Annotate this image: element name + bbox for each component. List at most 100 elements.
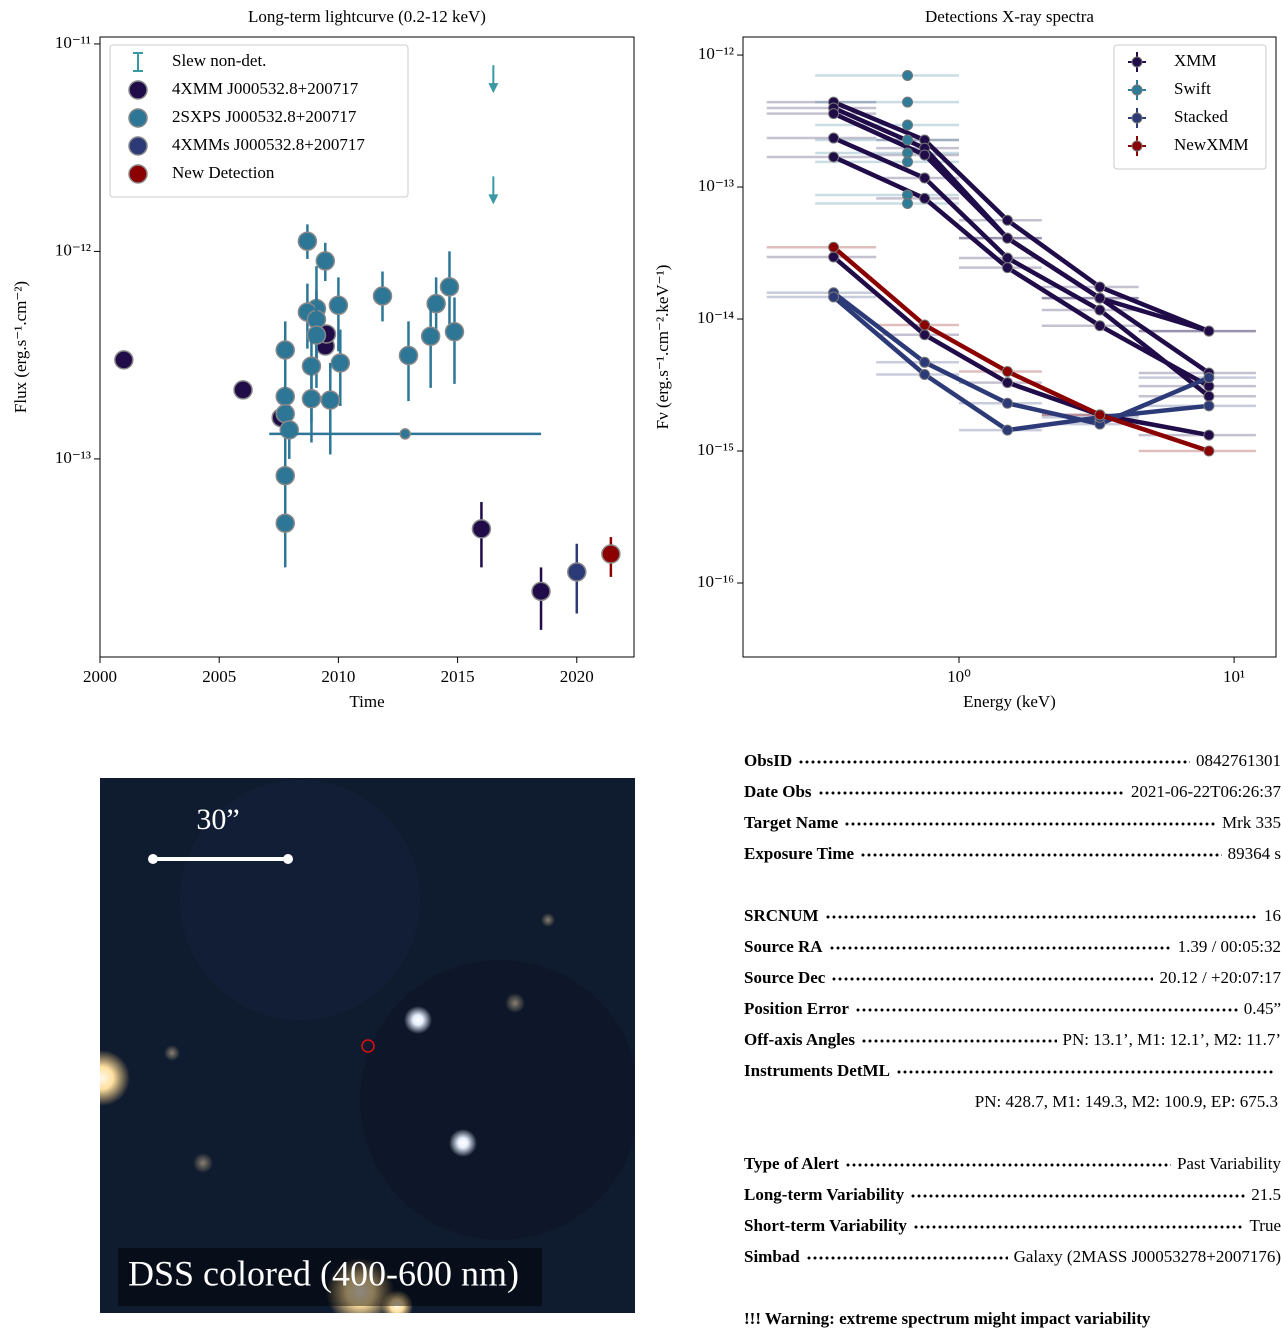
leader-dots xyxy=(913,1225,1244,1229)
data-point xyxy=(400,429,410,439)
data-point xyxy=(1095,282,1105,292)
y-tick-label: 10⁻¹⁶ xyxy=(697,572,734,591)
sky-texture xyxy=(360,960,640,1240)
warning-text: !!! Warning: extreme spectrum might impa… xyxy=(744,1309,1150,1328)
data-point xyxy=(445,323,463,341)
y-tick-label: 10⁻¹² xyxy=(55,240,91,259)
info-key: Simbad xyxy=(744,1247,800,1267)
legend-label: 4XMM J000532.8+200717 xyxy=(172,79,359,98)
info-value: 1.39 / 00:05:32 xyxy=(1178,937,1281,957)
upper-limit-head xyxy=(488,194,498,204)
info-value: 21.5 xyxy=(1251,1185,1281,1205)
data-point xyxy=(1095,321,1105,331)
data-point xyxy=(1095,293,1105,303)
data-point xyxy=(1204,446,1214,456)
y-tick-label: 10⁻¹⁴ xyxy=(697,308,734,327)
legend-marker xyxy=(1132,141,1142,151)
data-point xyxy=(829,252,839,262)
x-axis-label: Energy (keV) xyxy=(963,692,1056,711)
info-value: True xyxy=(1250,1216,1281,1236)
data-point xyxy=(331,354,349,372)
info-key: Long-term Variability xyxy=(744,1185,904,1205)
data-point xyxy=(532,582,550,600)
data-point xyxy=(1002,425,1012,435)
data-point xyxy=(1204,401,1214,411)
info-value: 0.45” xyxy=(1244,999,1281,1019)
info-value: 16 xyxy=(1264,906,1281,926)
scale-bar-end xyxy=(148,854,158,864)
data-point xyxy=(440,278,458,296)
legend-marker xyxy=(129,165,147,183)
x-tick-label: 2005 xyxy=(202,667,236,686)
legend-label: NewXMM xyxy=(1174,135,1249,154)
leader-dots xyxy=(910,1194,1245,1198)
info-row: Long-term Variability 21.5 xyxy=(744,1179,1281,1210)
info-key: Off-axis Angles xyxy=(744,1030,855,1050)
data-point xyxy=(234,381,252,399)
data-point xyxy=(316,252,334,270)
data-point xyxy=(920,193,930,203)
y-tick-label: 10⁻¹³ xyxy=(698,176,734,195)
data-point xyxy=(829,133,839,143)
legend-marker xyxy=(1132,57,1142,67)
info-value-line: PN: 428.7, M1: 149.3, M2: 100.9, EP: 675… xyxy=(744,1086,1281,1117)
data-point xyxy=(1002,263,1012,273)
data-point xyxy=(1002,215,1012,225)
data-point xyxy=(1002,367,1012,377)
info-row: ObsID 0842761301 xyxy=(744,745,1281,776)
data-point xyxy=(903,199,913,209)
legend-marker xyxy=(129,81,147,99)
spacer xyxy=(744,1117,1281,1148)
y-tick-label: 10⁻¹³ xyxy=(55,448,91,467)
data-point xyxy=(373,287,391,305)
star xyxy=(505,993,525,1013)
data-point xyxy=(329,296,347,314)
data-point xyxy=(276,514,294,532)
data-point xyxy=(829,242,839,252)
x-tick-label: 2000 xyxy=(83,667,117,686)
info-value: 89364 s xyxy=(1228,844,1281,864)
leader-dots xyxy=(825,915,1258,919)
data-point xyxy=(302,390,320,408)
data-point xyxy=(1204,391,1214,401)
leader-dots xyxy=(844,822,1216,826)
data-point xyxy=(280,421,298,439)
leader-dots xyxy=(861,1039,1057,1043)
data-point xyxy=(115,351,133,369)
data-point xyxy=(920,150,930,160)
info-value: 0842761301 xyxy=(1196,751,1281,771)
data-point xyxy=(920,330,930,340)
scale-bar-end xyxy=(283,854,293,864)
data-point xyxy=(829,292,839,302)
info-key: ObsID xyxy=(744,751,792,771)
chart-title: Long-term lightcurve (0.2-12 keV) xyxy=(248,7,486,26)
legend-marker xyxy=(1132,113,1142,123)
image-caption: DSS colored (400-600 nm) xyxy=(128,1253,519,1293)
data-point xyxy=(602,545,620,563)
x-axis-label: Time xyxy=(349,692,384,711)
sky-image: 30” DSS colored (400-600 nm) xyxy=(74,778,640,1326)
data-point xyxy=(1204,326,1214,336)
star xyxy=(541,913,555,927)
data-point xyxy=(903,97,913,107)
data-point xyxy=(829,109,839,119)
data-point xyxy=(1002,398,1012,408)
y-tick-label: 10⁻¹² xyxy=(698,44,734,63)
legend-label: Slew non-det. xyxy=(172,51,266,70)
info-row: Instruments DetML xyxy=(744,1055,1281,1086)
legend-marker xyxy=(129,137,147,155)
data-point xyxy=(399,347,417,365)
star xyxy=(449,1129,477,1157)
data-point xyxy=(920,320,930,330)
legend-label: 4XMMs J000532.8+200717 xyxy=(172,135,365,154)
